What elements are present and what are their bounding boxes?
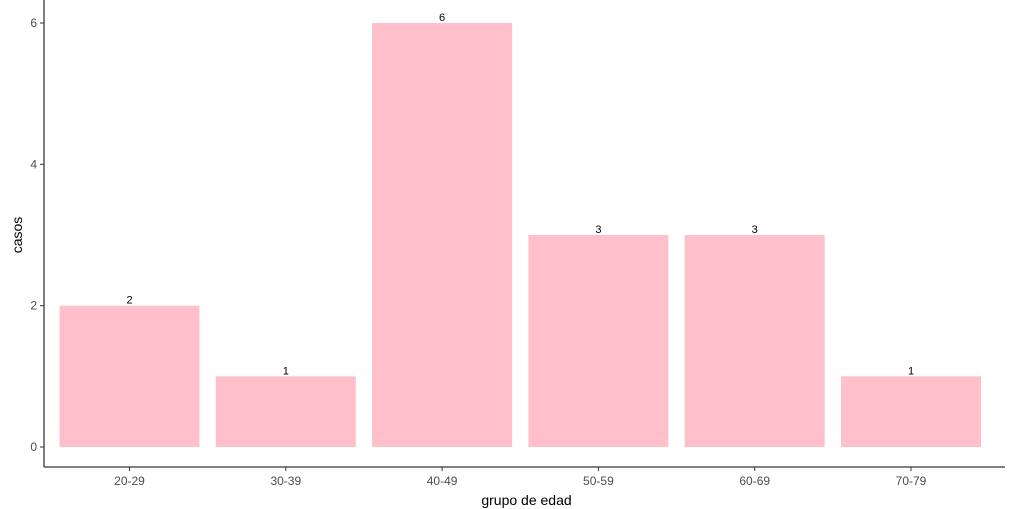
data-label-60-69: 3 <box>752 224 758 236</box>
data-label-40-49: 6 <box>439 12 445 24</box>
y-axis-title: casos <box>9 217 25 254</box>
bar-60-69 <box>684 235 825 447</box>
x-tick-label-70-79: 70-79 <box>896 474 927 488</box>
y-tick-label-4: 4 <box>30 157 37 171</box>
bars-layer <box>59 23 981 447</box>
data-label-50-59: 3 <box>595 224 601 236</box>
x-tick-label-50-59: 50-59 <box>583 474 614 488</box>
bar-30-39 <box>215 376 356 447</box>
x-tick-label-30-39: 30-39 <box>270 474 301 488</box>
bar-20-29 <box>59 305 200 447</box>
data-label-20-29: 2 <box>126 295 132 307</box>
bar-40-49 <box>372 23 513 447</box>
x-axis-ticks: 20-29 30-39 40-49 50-59 60-69 70-79 <box>114 467 927 488</box>
y-tick-label-0: 0 <box>30 440 37 454</box>
y-tick-label-6: 6 <box>30 16 37 30</box>
y-tick-label-2: 2 <box>30 299 37 313</box>
y-axis-ticks: 0 2 4 6 <box>30 16 44 454</box>
x-tick-label-60-69: 60-69 <box>739 474 770 488</box>
bar-70-79 <box>841 376 981 447</box>
x-tick-label-40-49: 40-49 <box>427 474 458 488</box>
data-label-70-79: 1 <box>908 365 914 377</box>
bar-50-59 <box>528 235 669 447</box>
x-axis-title: grupo de edad <box>481 492 571 508</box>
data-label-30-39: 1 <box>283 365 289 377</box>
x-tick-label-20-29: 20-29 <box>114 474 145 488</box>
data-labels-layer: 2 1 6 3 3 1 <box>126 12 914 377</box>
